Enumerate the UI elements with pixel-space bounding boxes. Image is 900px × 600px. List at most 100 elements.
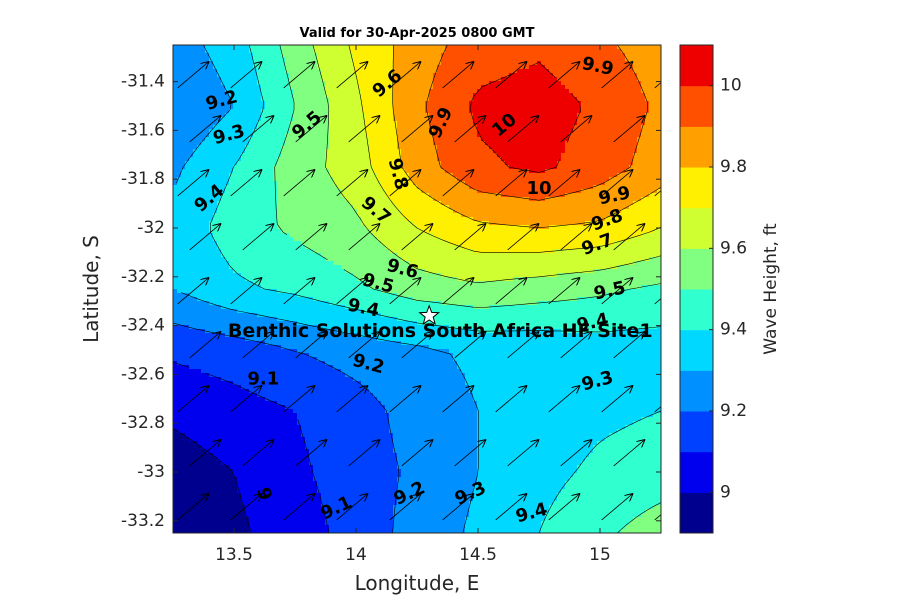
contour-cell [385,141,390,146]
contour-cell [193,145,198,150]
contour-cell [341,81,346,86]
contour-cell [609,81,614,86]
contour-cell [513,149,518,154]
contour-cell [553,57,558,62]
contour-cell [581,77,586,82]
contour-cell [445,45,450,50]
contour-cell [649,105,654,110]
contour-cell [277,137,282,142]
contour-cell [473,197,478,202]
contour-cell [217,61,222,66]
contour-cell [313,113,318,118]
contour-cell [517,101,522,106]
contour-cell [609,173,614,178]
contour-cell [369,173,374,178]
contour-cell [601,157,606,162]
contour-cell [597,193,602,198]
contour-cell [401,141,406,146]
contour-cell [497,197,502,202]
contour-cell [505,161,510,166]
contour-cell [461,101,466,106]
contour-cell [205,97,210,102]
contour-cell [513,113,518,118]
contour-cell [617,77,622,82]
contour-cell [301,89,306,94]
contour-cell [477,69,482,74]
contour-cell [401,193,406,198]
contour-cell [237,137,242,142]
contour-cell [569,117,574,122]
contour-cell [221,49,226,54]
contour-cell [593,113,598,118]
contour-cell [573,133,578,138]
contour-cell [657,93,661,98]
contour-cell [233,173,238,178]
contour-cell [609,49,614,54]
contour-cell [553,85,558,90]
contour-cell [493,45,498,50]
contour-cell [541,101,546,106]
contour-cell [185,181,190,186]
contour-cell [481,181,486,186]
contour-cell [185,125,190,130]
contour-cell [305,125,310,130]
contour-cell [565,145,570,150]
contour-cell [197,193,202,198]
contour-cell [277,61,282,66]
contour-cell [445,53,450,58]
contour-cell [329,49,334,54]
contour-cell [329,189,334,194]
contour-cell [421,101,426,106]
contour-cell [237,81,242,86]
contour-cell [657,189,661,194]
contour-cell [217,73,222,78]
contour-cell [325,101,330,106]
contour-cell [581,89,586,94]
contour-cell [281,77,286,82]
contour-cell [385,93,390,98]
contour-cell [445,49,450,54]
contour-cell [489,101,494,106]
contour-cell [453,205,458,210]
contour-fill-layer [173,45,661,533]
contour-cell [185,169,190,174]
contour-cell [413,121,418,126]
contour-cell [601,121,606,126]
contour-cell [649,45,654,50]
contour-cell [281,169,286,174]
contour-cell [285,49,290,54]
contour-cell [221,133,226,138]
contour-cell [193,205,198,210]
contour-cell [349,61,354,66]
contour-cell [249,137,254,142]
contour-cell [341,57,346,62]
contour-cell [389,173,394,178]
contour-cell [537,49,542,54]
contour-cell [409,149,414,154]
contour-cell [265,153,270,158]
contour-cell [265,73,270,78]
contour-cell [633,93,638,98]
contour-cell [637,165,642,170]
contour-cell [337,53,342,58]
contour-cell [197,125,202,130]
contour-cell [477,53,482,58]
contour-cell [437,97,442,102]
contour-cell [393,133,398,138]
contour-cell [397,137,402,142]
contour-cell [309,145,314,150]
contour-cell [193,181,198,186]
contour-cell [353,93,358,98]
contour-cell [473,157,478,162]
contour-cell [473,57,478,62]
contour-cell [329,53,334,58]
contour-cell [641,137,646,142]
contour-cell [241,105,246,110]
contour-cell [249,193,254,198]
contour-cell [293,177,298,182]
contour-cell [409,45,414,50]
contour-cell [601,77,606,82]
contour-cell [605,157,610,162]
contour-cell [549,45,554,50]
contour-cell [301,189,306,194]
